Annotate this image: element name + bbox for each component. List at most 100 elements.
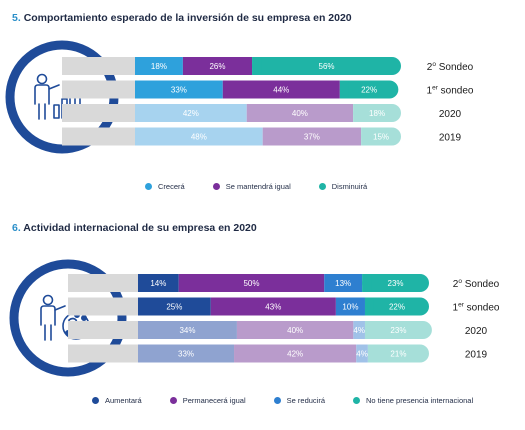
row-backing bbox=[62, 104, 139, 122]
legend-swatch bbox=[169, 397, 177, 404]
legend-swatch bbox=[145, 183, 152, 190]
data-label: 40% bbox=[292, 109, 308, 118]
bar-segment bbox=[236, 321, 354, 339]
bar-segment bbox=[246, 104, 354, 122]
data-label: 33% bbox=[178, 350, 194, 359]
chart-2-legend: Aumentará Permanecerá igual Se reducirá No … bbox=[92, 396, 501, 405]
row-backing bbox=[68, 344, 142, 363]
legend-label: Se mantendrá igual bbox=[225, 182, 291, 191]
legend-label: Disminuirá bbox=[331, 182, 368, 191]
bar-segment bbox=[138, 344, 235, 363]
category-label: 2020 bbox=[439, 109, 462, 120]
chart-1-plot: 18% 26% 56% 2o Sondeo 33% 44% 22% 1er sondeo 42%… bbox=[5, 40, 474, 154]
row-backing bbox=[62, 127, 139, 146]
data-label: 48% bbox=[191, 133, 207, 142]
legend-label: Se reducirá bbox=[286, 396, 325, 405]
bar-segment bbox=[335, 297, 365, 316]
bar-segment-fill bbox=[252, 57, 262, 75]
bar-segment bbox=[210, 297, 336, 316]
bar-segment bbox=[364, 297, 429, 316]
data-label: 23% bbox=[388, 279, 404, 288]
category-label: 1er sondeo bbox=[453, 302, 500, 314]
row-backing bbox=[68, 274, 142, 292]
category-label: 2o Sondeo bbox=[427, 61, 474, 73]
chart-2-title: 6. Actividad internacional de su empresa… bbox=[12, 222, 257, 234]
row-backing bbox=[68, 321, 142, 339]
bar-segment bbox=[222, 80, 340, 99]
bar-segment-fill bbox=[364, 297, 374, 316]
bar-segment-fill bbox=[339, 80, 349, 99]
bar-segment-fill bbox=[353, 104, 363, 122]
bar-segment-fill bbox=[367, 344, 377, 363]
chart-1-title-text: Comportamiento esperado de la inversión … bbox=[23, 12, 352, 24]
data-label: 4% bbox=[353, 326, 365, 335]
bar-segment bbox=[138, 274, 179, 292]
row-backing bbox=[62, 80, 139, 99]
chart-1-title: 5. Comportamiento esperado de la inversi… bbox=[12, 12, 352, 24]
legend-item: Permanecerá igual bbox=[169, 396, 246, 405]
bar-segment bbox=[364, 321, 432, 339]
data-label: 40% bbox=[287, 326, 303, 335]
bar-segment bbox=[362, 274, 429, 292]
data-label: 23% bbox=[390, 326, 406, 335]
chart-1-legend: Crecerá Se mantendrá igual Disminuirá bbox=[145, 182, 395, 191]
data-label: 50% bbox=[243, 279, 259, 288]
data-label: 26% bbox=[209, 62, 225, 71]
legend-swatch bbox=[212, 183, 220, 190]
data-label: 10% bbox=[342, 303, 358, 312]
bar-segment bbox=[135, 104, 247, 122]
data-label: 18% bbox=[369, 109, 385, 118]
data-label: 42% bbox=[287, 350, 303, 359]
category-label: 2019 bbox=[465, 350, 488, 361]
chart-2-title-text: Actividad internacional de su empresa en… bbox=[23, 222, 257, 234]
bar-segment bbox=[135, 57, 183, 75]
legend-item: No tiene presencia internacional bbox=[353, 396, 473, 405]
data-label: 33% bbox=[171, 86, 187, 95]
legend-label: Permanecerá igual bbox=[182, 396, 246, 405]
data-label: 44% bbox=[273, 86, 289, 95]
category-label: 2020 bbox=[465, 326, 488, 337]
category-label: 2019 bbox=[439, 133, 462, 144]
row-backing bbox=[68, 297, 142, 316]
bar-segment bbox=[324, 274, 363, 292]
data-label: 37% bbox=[304, 133, 320, 142]
bar-segment bbox=[234, 344, 357, 363]
legend-item: Aumentará bbox=[92, 396, 142, 405]
data-label: 34% bbox=[179, 326, 195, 335]
data-label: 42% bbox=[183, 109, 199, 118]
bar-segment-fill bbox=[364, 321, 374, 339]
data-label: 14% bbox=[150, 279, 166, 288]
data-label: 4% bbox=[356, 350, 368, 359]
legend-item: Se mantendrá igual bbox=[212, 182, 291, 191]
legend-swatch bbox=[92, 397, 99, 404]
data-label: 25% bbox=[166, 303, 182, 312]
bar-segment bbox=[339, 80, 399, 99]
bar-segment bbox=[135, 127, 263, 146]
bar-segment-fill bbox=[361, 127, 371, 146]
legend-swatch bbox=[273, 397, 281, 404]
chart-2-plot: 14% 50% 13% 23% 2o Sondeo 25% 43% 10% 22% 1er son… bbox=[9, 259, 500, 377]
data-label: 22% bbox=[361, 86, 377, 95]
legend-label: Aumentará bbox=[105, 396, 142, 405]
legend-item: Disminuirá bbox=[318, 182, 368, 191]
bar-segment bbox=[262, 127, 362, 146]
row-backing bbox=[62, 57, 139, 75]
bar-segment-fill bbox=[362, 274, 372, 292]
chart-2-title-number: 6. bbox=[12, 222, 21, 234]
data-label: 43% bbox=[265, 303, 281, 312]
bar-segment bbox=[353, 104, 401, 122]
data-label: 56% bbox=[319, 62, 335, 71]
data-label: 13% bbox=[335, 279, 351, 288]
legend-swatch bbox=[318, 183, 326, 190]
chart-1-title-number: 5. bbox=[12, 12, 21, 24]
data-label: 18% bbox=[151, 62, 167, 71]
bar-segment bbox=[353, 321, 365, 339]
bar-segment bbox=[182, 57, 253, 75]
bar-segment bbox=[138, 297, 211, 316]
legend-item: Crecerá bbox=[145, 182, 185, 191]
data-label: 21% bbox=[390, 350, 406, 359]
bar-segment bbox=[367, 344, 429, 363]
data-label: 22% bbox=[389, 303, 405, 312]
category-label: 2o Sondeo bbox=[453, 278, 500, 290]
